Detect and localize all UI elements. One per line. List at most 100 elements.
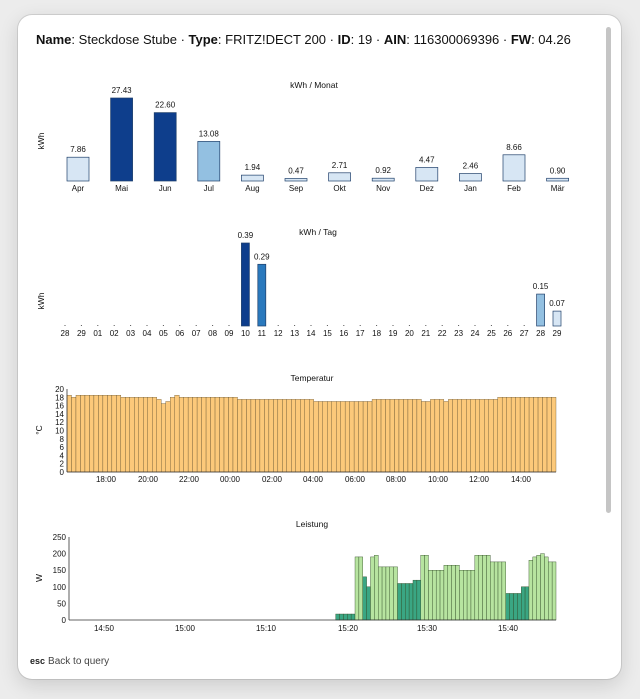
monthly-kwh-chart: kWh / Monat kWh 7.86 Apr 27.43 Mai 22.60 Jun 13.… — [36, 80, 569, 193]
bar — [397, 583, 402, 621]
bar — [434, 399, 440, 473]
bar — [540, 553, 545, 621]
x-tick-label: 15:00 — [175, 624, 196, 633]
x-tick-label: 25 — [487, 329, 496, 338]
bar — [120, 397, 126, 473]
bar — [501, 397, 507, 473]
y-tick-label: 12 — [55, 418, 64, 427]
y-tick-label: 2 — [60, 460, 65, 469]
bar — [416, 399, 422, 473]
bar — [161, 403, 166, 473]
bar — [335, 401, 341, 473]
type-label: Type — [188, 32, 218, 47]
y-tick-label: 4 — [60, 451, 65, 460]
x-tick-label: 15:30 — [417, 624, 438, 633]
bar — [421, 401, 427, 473]
bar — [459, 570, 464, 621]
bar — [486, 555, 491, 621]
bar — [393, 566, 398, 621]
bar — [349, 401, 355, 473]
bar — [457, 399, 462, 473]
bar — [398, 399, 404, 473]
bar — [183, 397, 189, 473]
y-axis-label: kWh — [36, 132, 46, 149]
bar — [443, 565, 448, 621]
y-tick-label: 14 — [55, 410, 64, 419]
bar — [178, 397, 184, 473]
bar — [362, 401, 368, 473]
bar — [241, 242, 250, 327]
bar — [425, 401, 431, 473]
bar — [66, 156, 90, 182]
chart-title: Temperatur — [291, 373, 334, 383]
bar — [228, 397, 234, 473]
bar — [102, 395, 108, 473]
x-tick-label: 16 — [339, 329, 348, 338]
data-label: 8.66 — [506, 143, 522, 152]
x-tick-label: 28 — [536, 329, 545, 338]
bar — [362, 576, 367, 621]
x-tick-label: 15:40 — [498, 624, 519, 633]
x-tick-label: 02 — [110, 329, 119, 338]
bar — [536, 555, 541, 621]
type-value: FRITZ!DECT 200 — [225, 32, 327, 47]
bar — [532, 556, 537, 621]
bar — [344, 401, 350, 473]
bar — [374, 555, 379, 621]
bar — [447, 565, 452, 621]
bar — [488, 399, 494, 473]
x-tick-label: 29 — [553, 329, 562, 338]
x-tick-label: 00:00 — [220, 475, 241, 484]
data-label: 1.94 — [245, 163, 261, 172]
x-tick-label: 09 — [225, 329, 234, 338]
scrollbar-thumb[interactable] — [606, 27, 611, 513]
data-label: 0.29 — [254, 252, 270, 261]
bar — [482, 555, 487, 621]
bar — [403, 399, 409, 473]
bar — [424, 555, 429, 621]
bar — [385, 566, 391, 621]
bar — [528, 560, 534, 621]
y-tick-label: 150 — [53, 566, 67, 575]
bar — [497, 397, 503, 473]
x-tick-label: 06:00 — [345, 475, 366, 484]
bar — [196, 397, 202, 473]
x-tick-label: 21 — [421, 329, 430, 338]
bar — [470, 399, 476, 473]
bar — [71, 397, 77, 473]
x-tick-label: 20 — [405, 329, 414, 338]
x-tick-label: 20:00 — [138, 475, 159, 484]
bar — [455, 565, 460, 621]
bar — [170, 397, 175, 473]
bar — [497, 561, 503, 621]
bar — [376, 399, 382, 473]
bar — [479, 399, 485, 473]
x-tick-label: 28 — [61, 329, 70, 338]
bar — [389, 566, 394, 621]
y-tick-label: 50 — [57, 599, 66, 608]
x-tick-label: 26 — [503, 329, 512, 338]
bar — [385, 399, 391, 473]
bar — [98, 395, 104, 473]
power-chart: Leistung W 0 50 100 150 200 250 14:50 15:00 15:10 1… — [34, 519, 557, 633]
data-label: 0.07 — [549, 299, 565, 308]
bar — [412, 579, 418, 621]
y-tick-label: 18 — [55, 393, 64, 402]
bar — [474, 555, 479, 621]
back-to-query[interactable]: esc Back to query — [30, 656, 109, 667]
bar — [435, 570, 441, 621]
x-tick-label: 14:50 — [94, 624, 115, 633]
x-tick-label: 23 — [454, 329, 463, 338]
x-tick-label: 27 — [520, 329, 529, 338]
bar — [459, 173, 482, 182]
bar — [478, 555, 483, 621]
bar — [241, 174, 264, 182]
chart-title: kWh / Tag — [299, 227, 337, 237]
x-tick-label: 22 — [438, 329, 447, 338]
bar — [165, 401, 171, 473]
x-tick-label: 15 — [323, 329, 332, 338]
data-label: 0.47 — [288, 167, 304, 176]
bar — [533, 397, 539, 473]
y-tick-label: 8 — [60, 435, 65, 444]
